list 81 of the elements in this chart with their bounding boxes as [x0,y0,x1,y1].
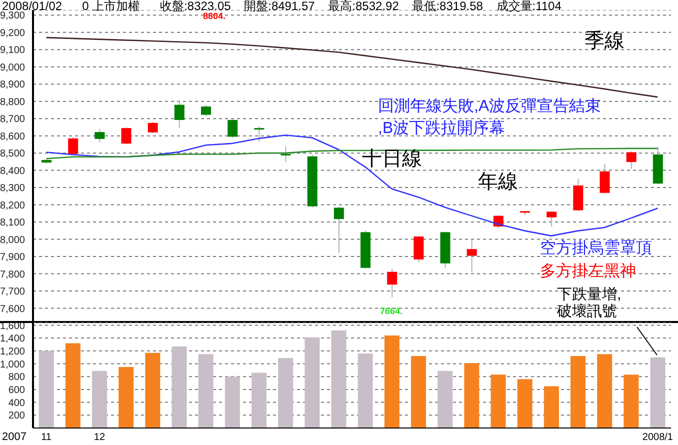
annotation: 空方掛烏雲罩頂 [540,240,652,258]
candlestick [280,146,291,163]
bar [278,358,294,428]
y-tick-label: 1,200 [0,346,26,358]
candlestick [148,122,158,134]
bar [438,370,453,428]
candlestick [174,100,184,128]
y-tick-label: 8,200 [0,200,26,212]
y-tick-label: 1,000 [0,359,26,370]
candlestick [254,126,264,142]
candlestick [94,128,105,143]
annotation: 多方掛左黑神 [540,263,636,282]
candlestick [466,239,477,273]
y-tick-label: 800 [8,372,26,384]
annotation: ,B波下跌拉開序幕 [378,120,506,138]
bar [597,354,612,428]
bar [145,352,160,428]
candlestick [600,163,610,194]
candlestick [626,150,636,170]
y-tick-label: 9,300 [0,10,26,22]
y-tick-label: 8,100 [0,218,26,229]
y-tick-label: 8,800 [0,96,26,108]
bar [252,372,267,428]
candlestick [68,137,78,156]
y-tick-label: 8,000 [0,234,26,246]
bar [358,353,373,428]
y-tick-label: 600 [8,385,26,396]
candlestick [387,268,398,298]
y-tick-label: 8,500 [0,148,26,160]
bar [198,354,214,428]
candlestick [414,235,424,263]
series-label: 季線 [584,30,625,52]
bar [517,379,532,428]
bar [624,374,639,428]
bar [224,376,240,428]
y-tick-label: 1,400 [0,334,26,345]
bar [331,330,346,428]
y-tick-label: 8,700 [0,114,26,126]
line-series [46,134,658,236]
bar [490,374,506,428]
candlestick [121,126,132,145]
y-tick-label: 8,900 [0,80,26,91]
bar [411,356,426,428]
y-tick-label: 7,700 [0,286,26,298]
x-tick-label: 12 [94,432,106,443]
y-tick-label: 7,600 [0,304,26,315]
bar [544,386,559,428]
bar [172,346,187,428]
text: 2007 [2,431,26,444]
bar [570,356,586,428]
y-tick-label: 9,100 [0,45,26,56]
bar [65,343,80,428]
annotation: 下跌量增, 破壞訊號 [557,286,622,320]
y-tick-label: 7,800 [0,269,26,280]
y-tick-label: 8,400 [0,166,26,177]
y-tick-label: 400 [8,398,26,409]
y-tick-label: 9,200 [0,28,26,39]
bar [118,366,134,428]
y-tick-label: 9,000 [0,62,26,74]
bar [92,370,108,428]
series-label: 十日線 [362,148,422,170]
y-tick-label: 7,900 [0,252,26,264]
candlestick [334,206,344,254]
annotation: 8804. [203,11,226,22]
y-tick-label: 1,600 [0,320,26,332]
y-tick-label: 8,600 [0,131,26,142]
x-tick-label: 11 [41,432,52,443]
x-tick-label: 2008/1 [642,432,674,443]
bar [384,335,400,428]
bar [304,337,320,428]
annotation: 7664. [380,306,403,316]
bar [38,350,54,428]
candlestick [201,104,212,117]
y-tick-label: 200 [8,410,26,422]
candlestick [228,118,238,138]
series-label: 年線 [478,171,518,194]
candlestick [546,210,557,228]
bar [650,357,666,428]
bar [464,363,480,428]
y-tick-label: 8,300 [0,183,26,194]
annotation: 回測年線失敗,A波反彈宣告結束 [378,98,602,116]
